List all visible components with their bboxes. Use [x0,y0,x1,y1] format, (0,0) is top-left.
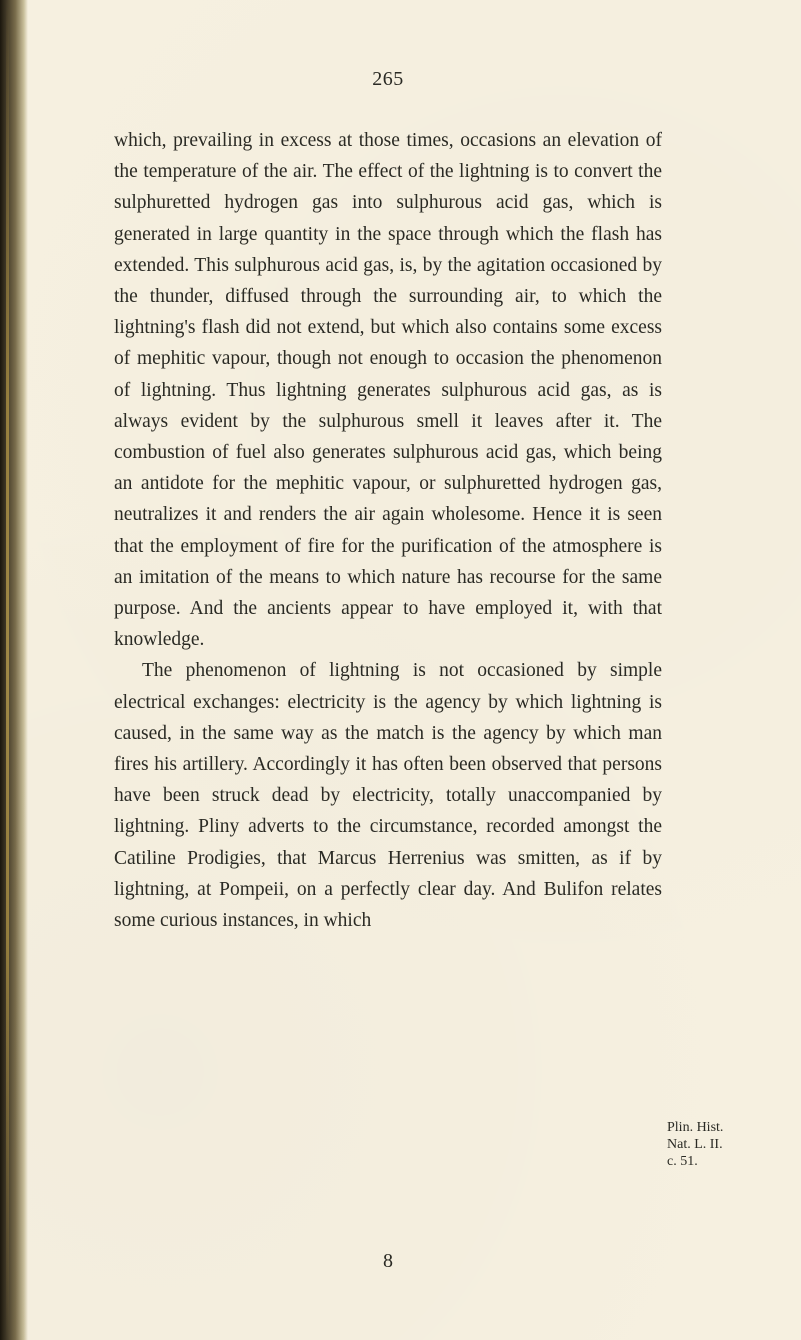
signature-number: 8 [114,1250,662,1273]
text-block: 265 which, prevailing in excess at those… [114,68,662,936]
paragraph-1: which, prevailing in excess at those tim… [114,125,662,655]
margin-note-plin: Plin. Hist. Nat. L. II. c. 51. [667,1119,723,1170]
scanned-page: 265 which, prevailing in excess at those… [0,0,801,1340]
binding-shadow [0,0,28,1340]
page-number-top: 265 [114,68,662,91]
body-text: which, prevailing in excess at those tim… [114,125,662,936]
paragraph-2: The phenomenon of lightning is not occas… [114,655,662,936]
